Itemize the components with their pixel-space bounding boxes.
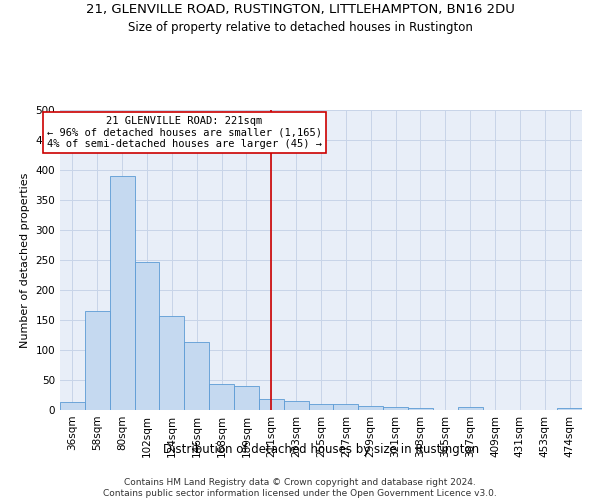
Text: 21, GLENVILLE ROAD, RUSTINGTON, LITTLEHAMPTON, BN16 2DU: 21, GLENVILLE ROAD, RUSTINGTON, LITTLEHA…	[86, 2, 514, 16]
Bar	[334, 404, 358, 410]
Bar	[134, 262, 160, 410]
Text: Size of property relative to detached houses in Rustington: Size of property relative to detached ho…	[128, 21, 472, 34]
Bar	[458, 407, 482, 410]
Bar	[234, 386, 259, 410]
Text: Distribution of detached houses by size in Rustington: Distribution of detached houses by size …	[163, 442, 479, 456]
Y-axis label: Number of detached properties: Number of detached properties	[20, 172, 30, 348]
Bar	[284, 401, 308, 410]
Bar	[408, 408, 433, 410]
Text: Contains HM Land Registry data © Crown copyright and database right 2024.
Contai: Contains HM Land Registry data © Crown c…	[103, 478, 497, 498]
Bar	[209, 384, 234, 410]
Bar	[184, 342, 209, 410]
Bar	[308, 404, 334, 410]
Bar	[110, 176, 134, 410]
Bar	[557, 408, 582, 410]
Bar	[85, 311, 110, 410]
Text: 21 GLENVILLE ROAD: 221sqm
← 96% of detached houses are smaller (1,165)
4% of sem: 21 GLENVILLE ROAD: 221sqm ← 96% of detac…	[47, 116, 322, 149]
Bar	[358, 406, 383, 410]
Bar	[160, 316, 184, 410]
Bar	[60, 402, 85, 410]
Bar	[259, 399, 284, 410]
Bar	[383, 407, 408, 410]
